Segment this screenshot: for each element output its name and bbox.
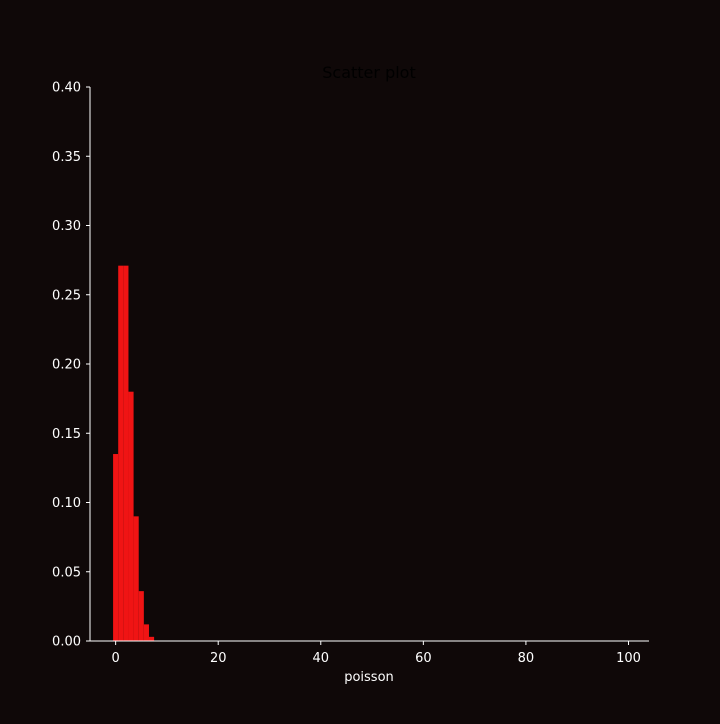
x-tick-label: 100 [616, 651, 641, 666]
y-tick-label: 0.20 [52, 358, 81, 373]
histogram-bar [143, 624, 149, 641]
y-tick-label: 0.40 [52, 81, 81, 96]
x-tick-label: 80 [518, 651, 535, 666]
histogram-bar [123, 265, 129, 641]
y-tick-label: 0.25 [52, 288, 81, 303]
x-axis-label: poisson [344, 670, 394, 685]
y-tick-label: 0.10 [52, 496, 81, 511]
y-tick-label: 0.15 [52, 427, 81, 442]
histogram-bar [138, 591, 144, 641]
y-tick-label: 0.30 [52, 219, 81, 234]
histogram-bar [133, 516, 139, 641]
x-tick-label: 20 [210, 651, 227, 666]
chart-title: Scatter plot [322, 63, 415, 82]
y-tick-label: 0.00 [52, 635, 81, 650]
axes-layer: 0.00 0.05 0.10 0.15 0.20 0.25 0.30 0.35 0.40 0 20 4… [52, 81, 649, 666]
y-tick-label: 0.35 [52, 150, 81, 165]
histogram-bar [148, 636, 155, 641]
x-tick-label: 40 [313, 651, 330, 666]
histogram-bar [128, 391, 134, 641]
histogram-bar [113, 454, 119, 641]
histogram-bar [118, 265, 124, 641]
x-tick-label: 60 [415, 651, 432, 666]
x-tick-label: 0 [112, 651, 120, 666]
y-tick-label: 0.05 [52, 565, 81, 580]
bars-layer [113, 265, 155, 641]
